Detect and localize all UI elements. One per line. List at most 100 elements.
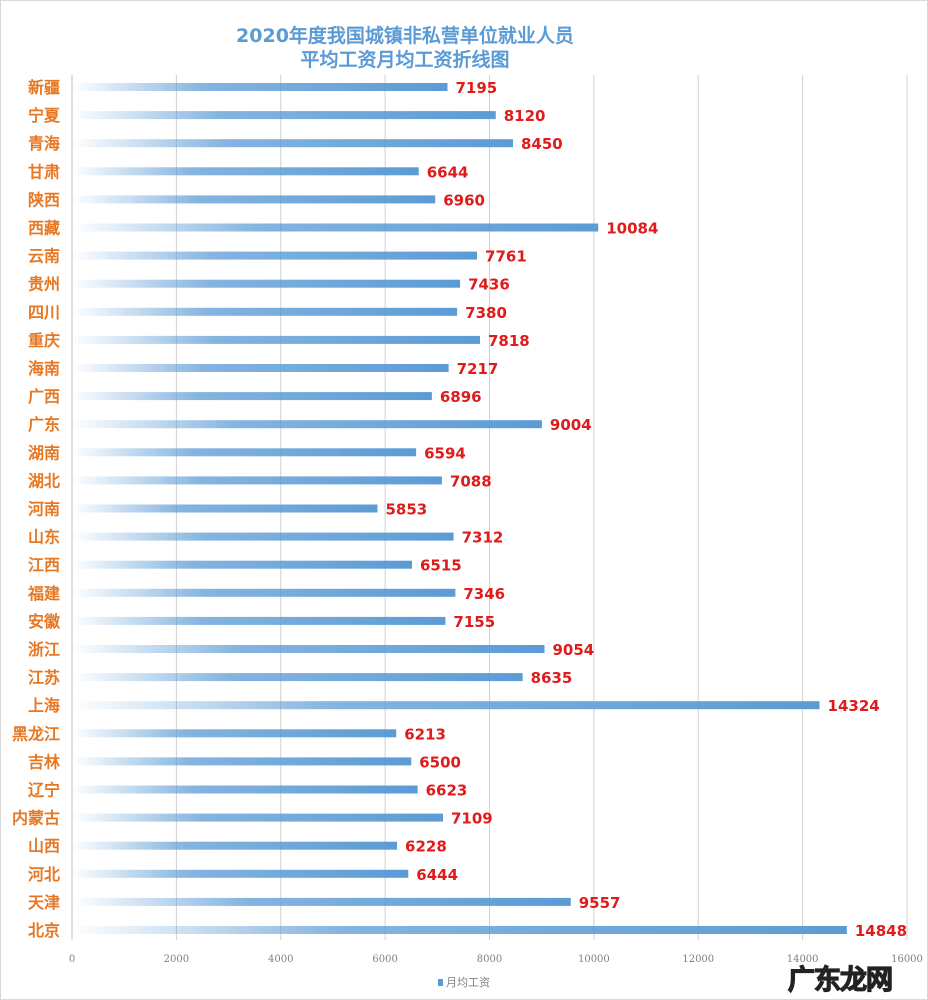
bar	[72, 223, 599, 232]
bar	[72, 83, 448, 91]
bar	[72, 841, 398, 850]
chart-subtitle: 平均工资月均工资折线图	[300, 49, 510, 71]
bar	[72, 588, 456, 597]
value-label: 7217	[457, 360, 499, 378]
chart-title: 2020年度我国城镇非私营单位就业人员	[236, 25, 574, 47]
value-label: 7818	[488, 332, 530, 350]
value-label: 6515	[420, 557, 462, 575]
bar	[72, 364, 449, 372]
value-label: 6623	[426, 782, 468, 800]
bar	[72, 448, 417, 457]
value-label: 6896	[440, 388, 482, 406]
value-label: 14324	[828, 697, 880, 715]
bar	[72, 645, 545, 653]
value-label: 7155	[453, 613, 495, 631]
category-label: 广西	[28, 387, 60, 406]
bar	[72, 729, 397, 738]
legend-swatch	[438, 979, 443, 986]
category-label: 河南	[28, 500, 60, 519]
bar	[72, 532, 454, 541]
x-tick-label: 4000	[268, 954, 293, 965]
category-label: 江苏	[28, 668, 60, 687]
value-label: 6644	[427, 163, 469, 181]
category-label: 河北	[28, 865, 60, 884]
bar	[72, 926, 847, 934]
bar	[72, 813, 444, 822]
bar	[72, 504, 378, 513]
bar	[72, 420, 542, 429]
x-tick-label: 0	[69, 954, 75, 965]
bar	[72, 111, 496, 120]
category-label: 西藏	[28, 219, 60, 238]
value-label: 7109	[451, 810, 493, 828]
category-label: 云南	[28, 247, 60, 266]
category-label: 辽宁	[28, 781, 60, 800]
bar	[72, 195, 436, 204]
legend: 月均工资	[438, 974, 490, 990]
bar	[72, 560, 413, 569]
category-label: 上海	[28, 696, 60, 715]
x-tick-label: 10000	[578, 954, 610, 965]
category-label: 陕西	[28, 190, 60, 209]
category-label: 贵州	[28, 275, 60, 294]
value-label: 9557	[579, 894, 621, 912]
x-tick-label: 12000	[682, 954, 714, 965]
bar	[72, 785, 418, 794]
value-label: 8120	[504, 107, 546, 125]
value-label: 7312	[462, 529, 504, 547]
category-label: 重庆	[28, 331, 60, 350]
category-label: 内蒙古	[12, 809, 60, 828]
bar	[72, 392, 432, 401]
category-label: 湖南	[28, 443, 60, 462]
watermark-logo: 广东龙网	[787, 964, 893, 996]
bar	[72, 897, 571, 906]
bar	[72, 673, 523, 682]
bar	[72, 701, 820, 710]
x-tick-label: 14000	[787, 954, 819, 965]
category-label: 安徽	[28, 612, 61, 631]
category-label: 湖北	[28, 471, 60, 490]
value-label: 5853	[385, 501, 427, 519]
category-label: 北京	[28, 921, 60, 940]
value-label: 7436	[468, 276, 510, 294]
value-label: 6500	[419, 753, 461, 771]
value-label: 14848	[855, 922, 907, 940]
value-label: 6228	[405, 838, 447, 856]
bar	[72, 251, 478, 260]
category-label: 宁夏	[28, 106, 61, 125]
value-label: 6444	[416, 866, 458, 884]
category-label: 黑龙江	[12, 724, 60, 743]
category-label: 山西	[28, 837, 60, 856]
category-label: 福建	[27, 584, 60, 603]
bar	[72, 616, 446, 625]
value-label: 10084	[606, 220, 658, 238]
value-label: 9004	[550, 416, 592, 434]
value-label: 9054	[553, 641, 595, 659]
category-label: 四川	[28, 303, 60, 322]
bar	[72, 335, 481, 344]
x-tick-label: 2000	[164, 954, 189, 965]
category-label: 浙江	[28, 640, 60, 659]
category-label: 青海	[28, 134, 60, 153]
bar	[72, 307, 458, 316]
bar	[72, 139, 513, 148]
legend-label: 月均工资	[446, 976, 490, 989]
value-label: 8450	[521, 135, 563, 153]
x-tick-label: 8000	[477, 954, 502, 965]
category-label: 吉林	[28, 752, 60, 771]
bar	[72, 167, 419, 176]
value-label: 7761	[485, 248, 527, 266]
x-tick-label: 6000	[372, 954, 397, 965]
value-label: 7088	[450, 472, 492, 490]
category-label: 甘肃	[28, 162, 60, 181]
value-label: 8635	[531, 669, 573, 687]
x-tick-label: 16000	[891, 954, 923, 965]
value-label: 7380	[465, 304, 507, 322]
category-label: 江西	[28, 556, 60, 575]
bar	[72, 869, 409, 878]
value-label: 6594	[424, 444, 466, 462]
value-label: 6960	[443, 191, 485, 209]
category-label: 新疆	[28, 78, 60, 97]
bar	[72, 757, 412, 766]
